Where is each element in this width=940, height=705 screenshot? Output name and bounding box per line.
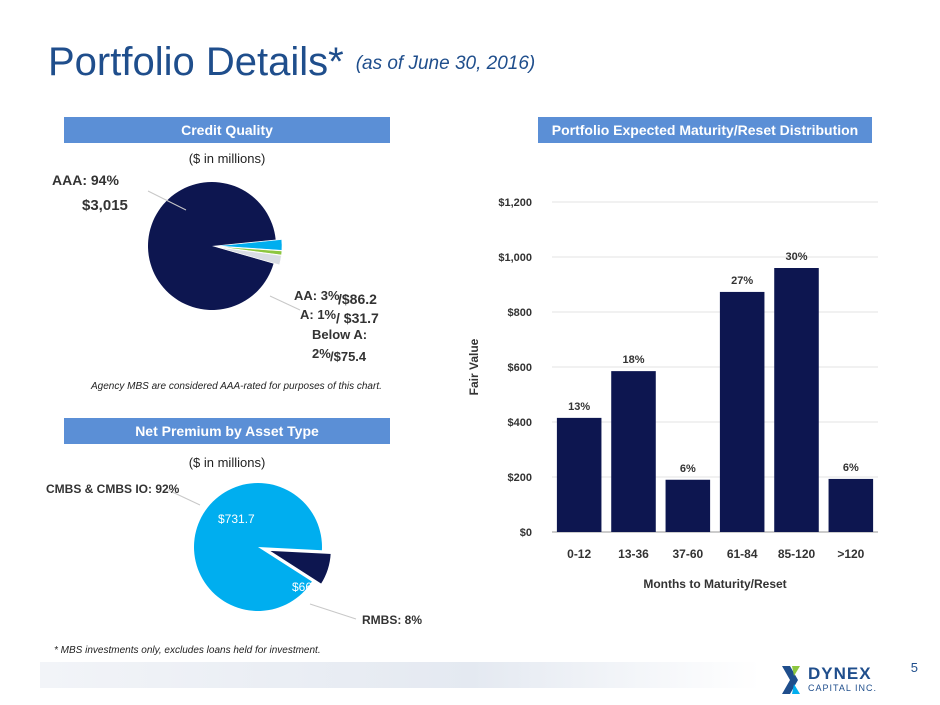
- y-tick-label: $0: [520, 527, 532, 539]
- bar-data-label: 6%: [680, 463, 696, 475]
- pie-slice-aa: [217, 239, 283, 251]
- below-a-pct: 2%: [312, 346, 331, 361]
- logo-chevron-bottom: [792, 684, 800, 694]
- footer-bar: [40, 662, 760, 688]
- x-tick-label: 13-36: [618, 547, 649, 561]
- pie-slice-cmbs: [194, 483, 322, 611]
- bar-data-label: 18%: [622, 354, 644, 366]
- logo-subtext: CAPITAL INC.: [808, 683, 878, 693]
- aaa-value: $3,015: [82, 197, 128, 214]
- dynex-logo-icon: [782, 666, 800, 694]
- credit-quality-header: Credit Quality: [64, 117, 390, 143]
- y-axis-label: Fair Value: [467, 338, 481, 395]
- bar-data-label: 6%: [843, 462, 859, 474]
- credit-quality-units: ($ in millions): [188, 151, 266, 166]
- cmbs-value: $731.7: [218, 512, 255, 526]
- logo-text: DYNEX: [808, 664, 872, 683]
- page-title-date: (as of June 30, 2016): [355, 53, 536, 74]
- a-label: A: 1%: [300, 307, 337, 322]
- bar-data-label: 13%: [568, 401, 590, 413]
- aa-label: AA: 3%: [294, 288, 340, 303]
- pie-slice-aaa: [147, 181, 276, 310]
- logo-chevron-top: [792, 666, 800, 676]
- bar: [611, 371, 656, 532]
- rmbs-value: $66: [292, 580, 313, 594]
- bar: [719, 291, 765, 532]
- page-title-main: Portfolio Details*: [48, 40, 344, 84]
- y-tick-label: $1,000: [498, 252, 532, 264]
- aaa-label: AAA: 94%: [52, 172, 119, 188]
- net-premium-header: Net Premium by Asset Type: [64, 418, 390, 444]
- below-a-label: Below A:: [312, 327, 368, 342]
- bar: [556, 417, 602, 532]
- x-tick-label: 61-84: [727, 547, 758, 561]
- x-axis-label: Months to Maturity/Reset: [643, 577, 786, 591]
- maturity-bar-chart: 13% 18% 6% 27% 30% 6% $0 $200 $400 $600 $800 $1,00…: [467, 197, 878, 591]
- below-a-leader-line: [269, 295, 301, 311]
- bar: [665, 479, 711, 532]
- aa-value: /$86.2: [338, 291, 377, 307]
- x-tick-label: 85-120: [778, 547, 816, 561]
- pie-slice-a: [217, 246, 283, 256]
- maturity-header: Portfolio Expected Maturity/Reset Distri…: [538, 117, 872, 143]
- cmbs-label: CMBS & CMBS IO: 92%: [46, 482, 180, 496]
- rmbs-label: RMBS: 8%: [362, 613, 423, 627]
- net-premium-units: ($ in millions): [188, 455, 266, 470]
- x-tick-label: 37-60: [672, 547, 703, 561]
- cmbs-leader-line: [167, 489, 201, 506]
- bar-data-label: 30%: [785, 251, 807, 263]
- y-tick-label: $1,200: [498, 197, 532, 209]
- footnote: * MBS investments only, excludes loans h…: [54, 645, 321, 656]
- pie-slice-below-a: [217, 246, 282, 266]
- bar-data-label: 27%: [731, 275, 753, 287]
- rmbs-leader-line: [309, 603, 357, 620]
- below-a-value: /$75.4: [330, 349, 367, 364]
- y-tick-label: $200: [508, 472, 532, 484]
- company-logo: DYNEX CAPITAL INC.: [776, 662, 906, 698]
- x-tick-label: >120: [837, 547, 864, 561]
- agency-mbs-note: Agency MBS are considered AAA-rated for …: [91, 381, 382, 392]
- page-title: Portfolio Details* (as of June 30, 2016): [48, 40, 535, 85]
- y-tick-label: $800: [508, 307, 532, 319]
- y-tick-label: $400: [508, 417, 532, 429]
- y-tick-label: $600: [508, 362, 532, 374]
- aaa-leader-line: [147, 190, 187, 211]
- bar: [828, 478, 874, 532]
- pie-slice-rmbs: [264, 549, 333, 586]
- page-number: 5: [910, 660, 918, 675]
- a-value: / $31.7: [336, 310, 379, 326]
- x-tick-label: 0-12: [567, 547, 591, 561]
- bar: [774, 268, 819, 532]
